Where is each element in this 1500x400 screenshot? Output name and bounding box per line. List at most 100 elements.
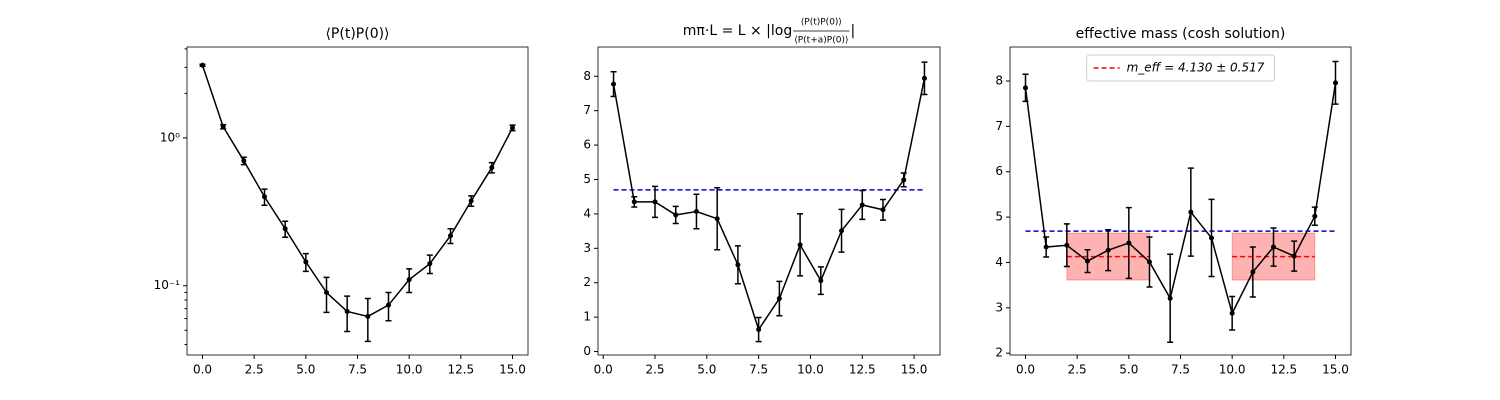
y-tick-label: 6 bbox=[583, 138, 591, 152]
x-tick-label: 10.0 bbox=[396, 363, 423, 377]
data-point bbox=[859, 202, 865, 208]
legend-box bbox=[1086, 54, 1275, 82]
x-tick-label: 15.0 bbox=[499, 363, 526, 377]
data-point bbox=[489, 165, 495, 171]
data-point bbox=[324, 290, 329, 296]
data-point bbox=[1126, 240, 1132, 246]
data-point bbox=[693, 208, 699, 214]
axes-frame bbox=[186, 46, 529, 356]
x-tick-label: 12.5 bbox=[1270, 363, 1297, 377]
data-point bbox=[448, 233, 453, 239]
data-point bbox=[714, 216, 720, 222]
y-tick-label: 2 bbox=[583, 275, 591, 289]
y-tick-label: 6 bbox=[995, 164, 1003, 178]
error-bar bbox=[364, 297, 371, 343]
data-point bbox=[1229, 310, 1235, 316]
y-tick-label: 1 bbox=[583, 310, 591, 324]
data-point bbox=[1085, 258, 1090, 264]
data-point bbox=[776, 296, 782, 302]
data-point bbox=[1250, 269, 1256, 275]
data-point bbox=[365, 313, 371, 319]
data-point bbox=[1291, 253, 1297, 259]
data-point bbox=[1333, 80, 1338, 86]
x-tick-label: 2.5 bbox=[645, 363, 664, 377]
x-tick-label: 7.5 bbox=[1171, 363, 1190, 377]
y-tick-label: 0 bbox=[583, 344, 591, 358]
x-tick-label: 12.5 bbox=[447, 363, 474, 377]
data-point bbox=[241, 158, 247, 164]
data-point bbox=[735, 262, 741, 268]
y-tick-label: 3 bbox=[583, 241, 591, 255]
data-point bbox=[756, 327, 762, 333]
data-point bbox=[1147, 259, 1152, 265]
data-point bbox=[386, 302, 391, 308]
y-tick-label: 5 bbox=[995, 210, 1003, 224]
title-denominator: ⟨P(t+a)P(0)⟩ bbox=[794, 36, 848, 46]
data-point bbox=[921, 75, 927, 81]
data-line bbox=[612, 78, 926, 332]
data-point bbox=[220, 124, 226, 130]
x-tick-label: 0.0 bbox=[193, 363, 212, 377]
x-tick-label: 7.5 bbox=[348, 363, 367, 377]
chart-title: | bbox=[850, 23, 855, 39]
data-point bbox=[1023, 85, 1028, 91]
data-point bbox=[427, 261, 433, 267]
y-tick-label: 7 bbox=[583, 103, 591, 117]
y-tick-label: 10⁻¹ bbox=[154, 278, 181, 292]
data-point bbox=[200, 62, 205, 68]
y-tick-label: 4 bbox=[583, 206, 591, 220]
data-point bbox=[510, 125, 515, 131]
x-tick-label: 10.0 bbox=[797, 363, 824, 377]
data-line bbox=[201, 65, 514, 318]
y-tick-label: 7 bbox=[995, 119, 1003, 133]
data-point bbox=[406, 277, 412, 283]
x-tick-label: 12.5 bbox=[849, 363, 876, 377]
data-point bbox=[282, 226, 288, 232]
data-point bbox=[818, 278, 824, 284]
data-point bbox=[652, 199, 658, 205]
data-point bbox=[1312, 213, 1318, 219]
data-point bbox=[901, 177, 907, 183]
data-point bbox=[631, 199, 637, 205]
x-tick-label: 15.0 bbox=[901, 363, 928, 377]
x-tick-label: 10.0 bbox=[1219, 363, 1246, 377]
data-point bbox=[1271, 244, 1276, 250]
x-tick-label: 0.0 bbox=[594, 363, 613, 377]
data-point bbox=[303, 259, 309, 265]
data-point bbox=[1188, 209, 1194, 215]
data-point bbox=[468, 198, 474, 204]
axes-frame bbox=[597, 46, 941, 356]
x-tick-label: 5.0 bbox=[296, 363, 315, 377]
data-line bbox=[1024, 82, 1337, 316]
x-tick-label: 2.5 bbox=[245, 363, 264, 377]
legend: m_eff = 4.130 ± 0.517 bbox=[1086, 54, 1275, 82]
data-point bbox=[1167, 295, 1173, 301]
data-point bbox=[797, 242, 803, 248]
data-point bbox=[262, 194, 267, 200]
x-tick-label: 5.0 bbox=[697, 363, 716, 377]
y-tick-label: 10⁰ bbox=[160, 130, 180, 144]
y-tick-label: 3 bbox=[995, 300, 1003, 314]
y-tick-label: 2 bbox=[995, 346, 1003, 360]
data-point bbox=[1209, 235, 1214, 241]
data-point bbox=[344, 308, 350, 314]
chart-title: effective mass (cosh solution) bbox=[1076, 26, 1286, 42]
legend-label: m_eff = 4.130 ± 0.517 bbox=[1127, 61, 1265, 75]
y-tick-label: 8 bbox=[995, 74, 1003, 88]
y-tick-label: 4 bbox=[995, 255, 1003, 269]
chart-title: ⟨P(t)P(0)⟩ bbox=[325, 26, 389, 42]
data-point bbox=[611, 81, 617, 87]
axes-frame bbox=[1009, 46, 1352, 356]
y-tick-label: 5 bbox=[583, 172, 591, 186]
x-tick-label: 2.5 bbox=[1068, 363, 1087, 377]
x-tick-label: 0.0 bbox=[1016, 363, 1035, 377]
data-point bbox=[1043, 244, 1049, 250]
x-tick-label: 7.5 bbox=[749, 363, 768, 377]
title-numerator: ⟨P(t)P(0)⟩ bbox=[801, 18, 842, 28]
data-point bbox=[1105, 247, 1111, 253]
chart-title: mπ·L = L × |log bbox=[683, 23, 792, 39]
data-point bbox=[1064, 242, 1070, 248]
data-point bbox=[839, 228, 845, 234]
x-tick-label: 15.0 bbox=[1322, 363, 1349, 377]
